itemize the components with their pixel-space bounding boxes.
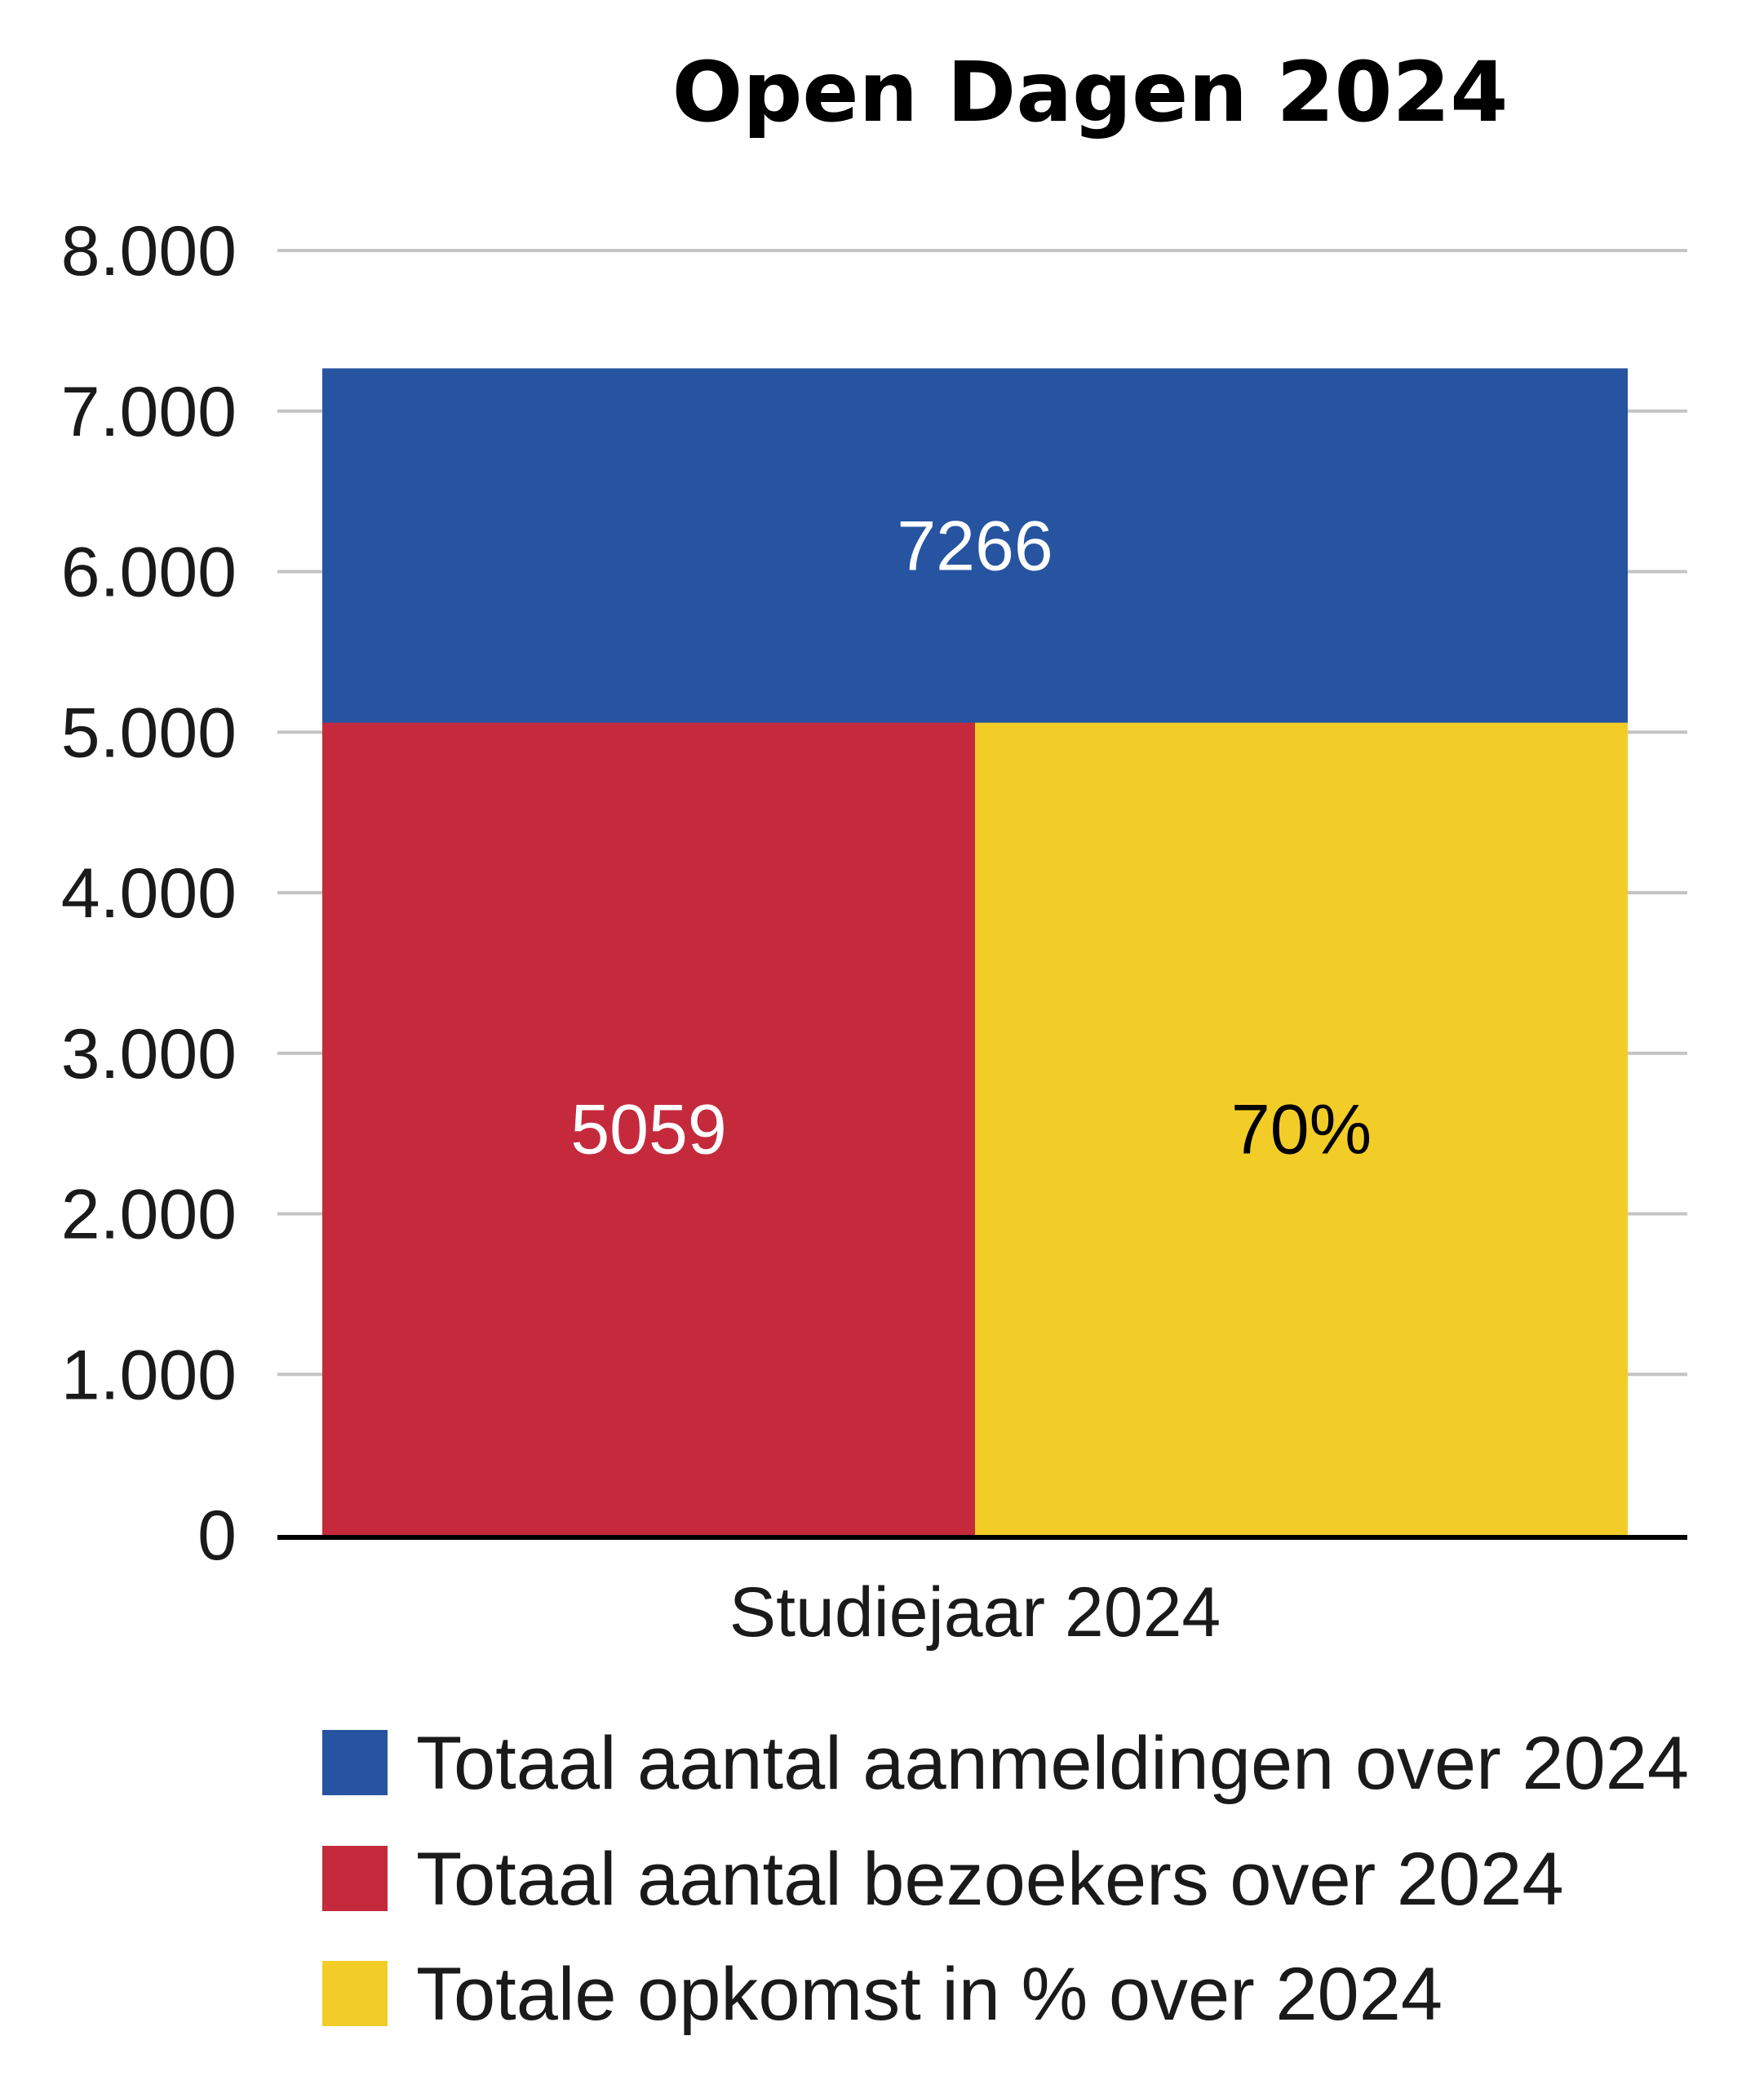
legend-swatch <box>322 1730 388 1795</box>
y-tick-label: 2.000 <box>61 1176 237 1254</box>
y-tick-label: 4.000 <box>61 854 237 933</box>
y-tick-label: 1.000 <box>61 1336 237 1414</box>
legend-swatch <box>322 1846 388 1911</box>
y-tick-label: 6.000 <box>61 534 237 612</box>
data-label-aanmeldingen: 7266 <box>897 508 1053 586</box>
bar-bezoekers <box>322 722 975 1535</box>
legend: Totaal aantal aanmeldingen over 2024 Tota… <box>322 1722 1689 2036</box>
x-tick-label: Studiejaar 2024 <box>729 1573 1221 1652</box>
y-tick-label: 0 <box>197 1497 237 1575</box>
y-tick-label: 3.000 <box>61 1015 237 1093</box>
y-axis-ticks: 0 1.000 2.000 3.000 4.000 5.000 6.000 7.000 8.00… <box>61 212 237 1575</box>
y-tick-label: 5.000 <box>61 694 237 772</box>
bars <box>322 368 1628 1535</box>
x-axis-ticks: Studiejaar 2024 <box>729 1573 1221 1652</box>
data-label-opkomst: 70% <box>1231 1090 1372 1169</box>
chart-title: Open Dagen 2024 <box>672 44 1509 141</box>
y-tick-label: 7.000 <box>61 373 237 451</box>
legend-label: Totaal aantal aanmeldingen over 2024 <box>416 1722 1689 1805</box>
legend-label: Totale opkomst in % over 2024 <box>416 1953 1443 2036</box>
data-label-bezoekers: 5059 <box>570 1090 726 1169</box>
data-labels: 7266 5059 70% <box>570 508 1372 1169</box>
legend-swatch <box>322 1961 388 2026</box>
bar-opkomst <box>975 722 1628 1535</box>
legend-label: Totaal aantal bezoekers over 2024 <box>416 1838 1564 1921</box>
y-tick-label: 8.000 <box>61 212 237 291</box>
